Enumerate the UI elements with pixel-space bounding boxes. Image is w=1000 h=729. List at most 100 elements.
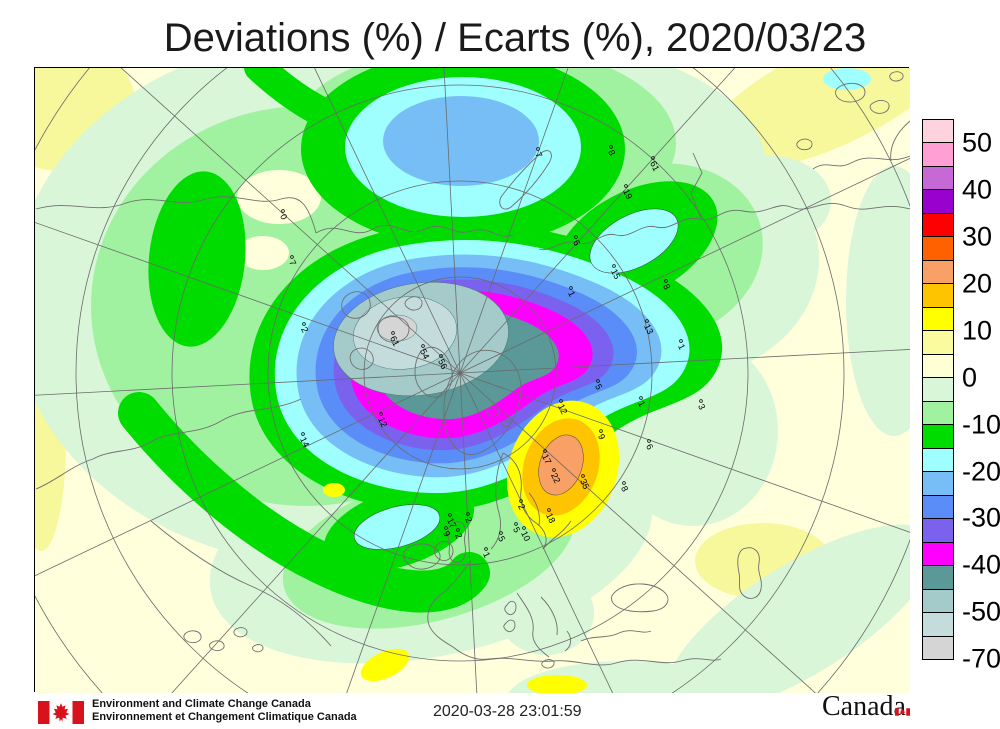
- station-marker: [699, 399, 703, 403]
- station-marker: [574, 235, 578, 239]
- colorbar-tick: -30: [962, 502, 1000, 533]
- station-marker: [302, 322, 306, 326]
- station-value: 13: [642, 322, 655, 335]
- station-value: 2: [299, 325, 310, 334]
- colorbar-tick: 10: [962, 315, 993, 346]
- station-marker: [439, 354, 443, 358]
- station-marker: [519, 499, 523, 503]
- station-value: 1: [636, 399, 647, 408]
- station-value: 2: [463, 515, 474, 524]
- station-marker: [599, 429, 603, 433]
- colorbar-tick: -40: [962, 549, 1000, 580]
- station-marker: [547, 508, 551, 512]
- station-marker: [484, 547, 488, 551]
- station-marker: [444, 526, 448, 530]
- station-value: 3: [696, 402, 707, 411]
- station-value: 8: [606, 148, 617, 157]
- colorbar: [922, 119, 954, 660]
- colorbar-tick: -10: [962, 409, 1000, 440]
- positive-anomaly-cell: [506, 400, 620, 538]
- station-value: 6: [644, 442, 655, 451]
- station-marker: [543, 449, 547, 453]
- canada-wordmark: Canada: [822, 691, 910, 723]
- timestamp: 2020-03-28 23:01:59: [433, 703, 582, 720]
- station-marker: [624, 184, 628, 188]
- colorbar-tick: 40: [962, 174, 993, 205]
- station-marker: [651, 156, 655, 160]
- org-name: Environment and Climate Change Canada En…: [92, 698, 357, 724]
- colorbar-box: [923, 143, 953, 167]
- page-title: Deviations (%) / Ecarts (%), 2020/03/23: [163, 16, 867, 60]
- station-value: 8: [619, 484, 630, 493]
- station-marker: [522, 526, 526, 530]
- station-value: 17: [540, 452, 553, 465]
- org-name-fr: Environnement et Changement Climatique C…: [92, 711, 357, 723]
- colorbar-box: [923, 284, 953, 308]
- station-value: 6: [571, 238, 582, 247]
- station-value: 18: [544, 511, 557, 524]
- colorbar-box: [923, 542, 953, 567]
- colorbar-tick: -50: [962, 596, 1000, 627]
- colorbar-tick: 30: [962, 221, 993, 252]
- station-marker: [581, 474, 585, 478]
- station-value: 2: [453, 531, 464, 540]
- station-value: 54: [418, 347, 431, 360]
- canada-wordmark-text: Canada: [822, 691, 906, 722]
- colorbar-box: [923, 120, 953, 144]
- station-marker: [647, 439, 651, 443]
- station-marker: [596, 379, 600, 383]
- station-value: 61: [648, 159, 661, 172]
- station-marker: [391, 331, 395, 335]
- station-marker: [612, 264, 616, 268]
- colorbar-box: [923, 495, 953, 520]
- colorbar-box: [923, 237, 953, 261]
- colorbar-box: [923, 566, 953, 590]
- station-value: 17: [445, 516, 458, 529]
- station-value: 56: [436, 357, 449, 370]
- station-value: 12: [376, 415, 389, 428]
- map-area: 0 7 2 61 54 56 12 14 7 8 61 19 6 15 13 8 1 17 22 35 18 2 5 10 5 1…: [34, 67, 910, 693]
- station-value: 19: [621, 187, 634, 200]
- station-marker: [421, 344, 425, 348]
- colorbar-labels: 50 40 30 20 10 0 -10 -20 -30 -40 -50 -70: [962, 119, 1000, 672]
- graticule: [35, 68, 910, 693]
- colorbar-tick: 0: [962, 362, 978, 393]
- station-marker: [301, 432, 305, 436]
- station-value: 8: [661, 282, 672, 291]
- station-marker: [448, 513, 452, 517]
- station-value: 2: [516, 502, 527, 511]
- station-value: 1: [566, 289, 577, 298]
- station-value: 9: [596, 432, 607, 441]
- colorbar-box: [923, 354, 953, 379]
- colorbar-tick: 20: [962, 268, 993, 299]
- station-value: 9: [441, 529, 452, 538]
- colorbar-box: [923, 425, 953, 449]
- colorbar-box: [923, 307, 953, 332]
- station-marker: [622, 481, 626, 485]
- wordmark-flag-icon: [894, 692, 910, 724]
- station-marker: [639, 396, 643, 400]
- station-marker: [569, 286, 573, 290]
- station-marker: [552, 468, 556, 472]
- station-value: 5: [511, 525, 522, 534]
- station-marker: [559, 399, 563, 403]
- canada-flag-icon: [38, 701, 84, 729]
- station-value: 12: [556, 402, 569, 415]
- colorbar-box: [923, 378, 953, 402]
- station-value: 7: [533, 150, 544, 159]
- colorbar-box: [923, 331, 953, 355]
- colorbar-box: [923, 213, 953, 238]
- colorbar-box: [923, 589, 953, 614]
- colorbar-tick: -70: [962, 643, 1000, 674]
- station-marker: [679, 339, 683, 343]
- station-marker: [609, 145, 613, 149]
- colorbar-box: [923, 448, 953, 473]
- station-value: 10: [519, 529, 532, 542]
- station-value: 0: [278, 212, 289, 221]
- station-value: 5: [496, 534, 507, 543]
- contour-fills: [35, 68, 910, 693]
- colorbar-box: [923, 260, 953, 285]
- station-marker: [536, 147, 540, 151]
